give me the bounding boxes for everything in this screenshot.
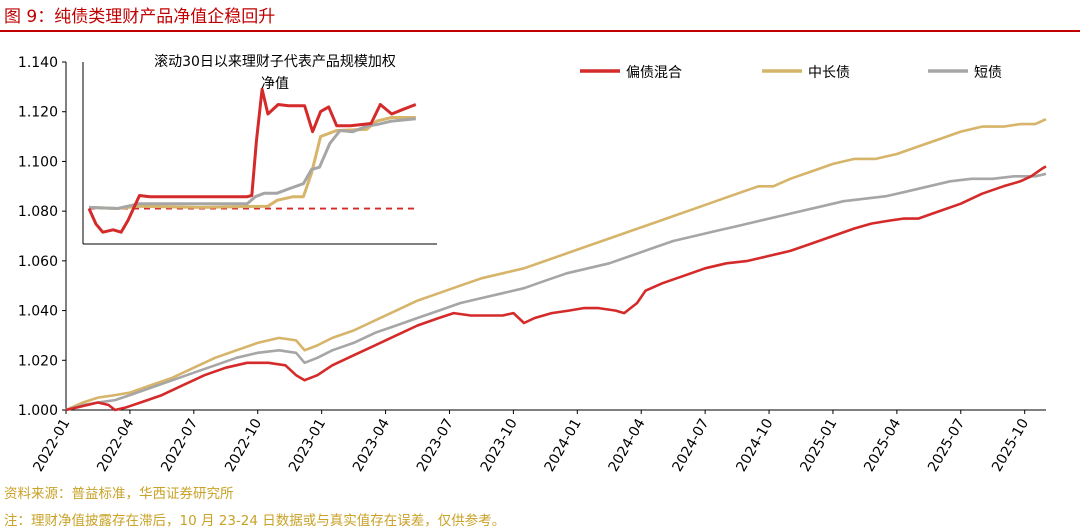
x-tick-label: 2023-10 <box>478 416 521 475</box>
legend: 偏债混合 中长债 短债 <box>580 65 1002 81</box>
x-tick-label: 2022-04 <box>94 416 137 475</box>
x-tick-label: 2022-01 <box>30 416 73 475</box>
x-tick-label: 2024-04 <box>606 416 649 475</box>
x-tick-label: 2022-07 <box>158 416 201 475</box>
x-tick-label: 2025-01 <box>797 416 840 475</box>
disclaimer-note: 注：理财净值披露存在滞后，10 月 23-24 日数据或与真实值存在误差，仅供参… <box>4 513 506 529</box>
series-line-2 <box>65 172 1047 412</box>
line-chart: 1.000 1.020 1.040 1.060 1.080 1.100 1.120 1.140… <box>18 53 1047 475</box>
y-tick-label: 1.080 <box>18 204 58 220</box>
y-tick-label: 1.040 <box>18 304 58 320</box>
series-line-1 <box>65 118 1047 412</box>
title-divider <box>0 30 1080 32</box>
figure-title: 图 9：纯债类理财产品净值企稳回升 <box>4 7 276 27</box>
x-tick-label: 2024-01 <box>542 416 585 475</box>
source-note: 资料来源：普益标准，华西证券研究所 <box>4 486 234 502</box>
x-tick-label: 2024-07 <box>669 416 712 475</box>
y-tick-label: 1.020 <box>18 353 58 369</box>
x-tick-label: 2022-10 <box>222 416 265 475</box>
x-tick-label: 2024-10 <box>733 416 776 475</box>
y-tick-label: 1.120 <box>18 105 58 121</box>
x-tick-label: 2025-10 <box>989 416 1032 475</box>
y-tick-label: 1.060 <box>18 254 58 270</box>
legend-label-0: 偏债混合 <box>626 65 682 81</box>
x-tick-label: 2025-07 <box>925 416 968 475</box>
series-line-0 <box>65 165 1047 412</box>
inset-series-line-0 <box>87 87 417 234</box>
inset-title-line1: 滚动30日以来理财子代表产品规模加权 <box>154 53 396 70</box>
legend-label-2: 短债 <box>974 65 1002 81</box>
main-series-group <box>65 118 1047 412</box>
x-tick-label: 2025-04 <box>861 416 904 475</box>
inset-series-line-2 <box>88 117 416 210</box>
y-tick-label: 1.100 <box>18 154 58 170</box>
inset-title-line2: 净值 <box>261 76 289 92</box>
x-tick-label: 2023-07 <box>414 416 457 475</box>
y-tick-label: 1.000 <box>18 403 58 419</box>
legend-label-1: 中长债 <box>808 65 850 81</box>
x-tick-label: 2023-01 <box>286 416 329 475</box>
x-tick-label: 2023-04 <box>350 416 393 475</box>
y-tick-label: 1.140 <box>18 55 58 71</box>
